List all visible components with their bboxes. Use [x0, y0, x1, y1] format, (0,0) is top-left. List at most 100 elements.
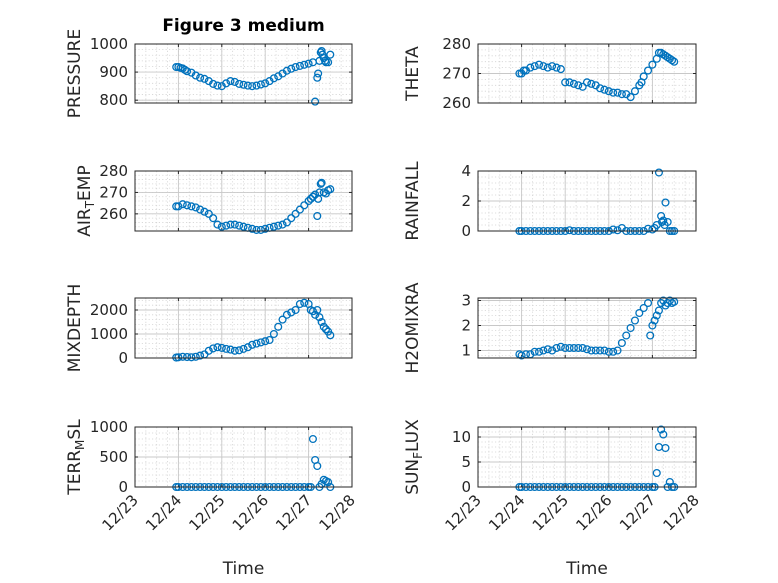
y-axis-label: PRESSURE [65, 29, 85, 118]
data-point [617, 90, 626, 99]
data-point [287, 308, 296, 317]
data-point [311, 97, 320, 106]
data-point [178, 200, 187, 209]
data-point [304, 59, 313, 68]
data-point [256, 225, 265, 234]
data-point [217, 343, 226, 352]
data-point [659, 430, 668, 439]
data-point [539, 346, 548, 355]
axes-box [134, 297, 353, 359]
data-point [191, 203, 200, 212]
data-point [626, 93, 635, 102]
data-point [617, 338, 626, 348]
data-point [543, 345, 552, 354]
data-point [256, 80, 265, 89]
data-point [204, 209, 213, 218]
data-point [274, 221, 283, 230]
axes-box [134, 170, 353, 232]
data-point [226, 220, 235, 229]
data-point [319, 322, 328, 331]
data-point [196, 73, 205, 82]
data-point [217, 222, 226, 231]
data-point [565, 343, 574, 353]
data-point [670, 57, 679, 66]
y-tick-label: 0 [118, 349, 128, 367]
data-point [609, 225, 618, 234]
data-point [534, 347, 544, 356]
data-point [213, 81, 222, 90]
axes-2: 260 270 280 THETA [403, 35, 697, 112]
data-point [517, 351, 526, 360]
data-point [308, 192, 317, 201]
y-tick-label: 1000 [90, 418, 128, 436]
data-point [235, 346, 244, 355]
data-point [191, 71, 200, 80]
data-point [313, 461, 322, 471]
y-tick-label: 2 [461, 317, 471, 335]
data-point [295, 299, 304, 309]
data-point [604, 347, 613, 356]
data-point [209, 79, 218, 88]
data-point [269, 222, 278, 231]
y-tick-label: 280 [99, 162, 128, 180]
data-point [665, 296, 674, 305]
data-point [578, 343, 587, 353]
data-point [626, 323, 635, 333]
y-tick-label: 3 [461, 292, 471, 310]
data-point [665, 477, 674, 487]
axes-5: 0 1000 2000 MIXDEPTH [65, 284, 353, 372]
data-point [317, 317, 326, 327]
data-point [313, 305, 322, 315]
data-point [643, 298, 653, 308]
data-point [648, 225, 657, 234]
y-tick-label: 900 [99, 63, 128, 81]
data-point [209, 344, 218, 353]
y-axis-label: RAINFALL [403, 161, 423, 241]
x-axis-label: Time [565, 559, 608, 579]
data-point [556, 65, 565, 74]
data-point [295, 205, 304, 214]
data-point [648, 60, 657, 69]
data-point [552, 63, 561, 72]
y-tick-label: 280 [442, 35, 471, 53]
data-point [308, 434, 317, 444]
data-point [639, 303, 648, 313]
data-point [187, 202, 196, 211]
data-point [587, 346, 596, 355]
data-point [282, 218, 291, 227]
data-point [183, 201, 192, 210]
data-point [191, 352, 200, 361]
data-point [300, 201, 309, 210]
data-point [639, 72, 648, 81]
data-point [183, 67, 192, 76]
data-point [287, 64, 296, 73]
data-point [648, 321, 657, 330]
axes-box [134, 43, 353, 104]
y-tick-label: 4 [461, 162, 471, 180]
data-point [239, 344, 248, 353]
data-point [265, 335, 274, 345]
data-point [613, 226, 622, 235]
data-point [252, 225, 261, 234]
data-point [543, 63, 552, 72]
data-point [252, 81, 261, 90]
y-tick-label: 5 [461, 453, 471, 471]
data-point [630, 87, 640, 96]
data-point [574, 343, 583, 353]
plot-area [135, 44, 352, 103]
y-tick-label: 0 [118, 478, 128, 496]
data-point [282, 310, 291, 319]
data-point [565, 226, 574, 235]
data-point [178, 352, 187, 361]
y-tick-label: 800 [99, 91, 128, 109]
axes-box [477, 426, 697, 488]
data-point [596, 84, 605, 93]
data-point [174, 202, 183, 211]
data-point [287, 214, 296, 223]
data-point [200, 74, 209, 83]
data-point [235, 79, 244, 88]
data-point [604, 87, 613, 96]
data-point [315, 313, 324, 322]
data-point [600, 346, 609, 355]
data-point [326, 331, 335, 340]
